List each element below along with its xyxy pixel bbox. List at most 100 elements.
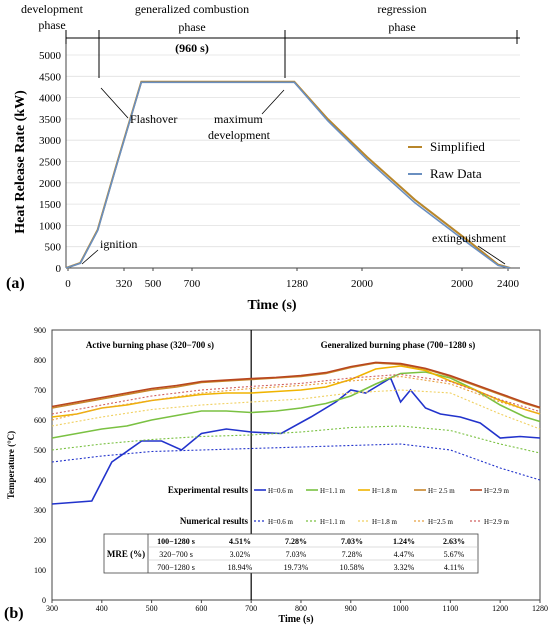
b-plot-frame	[51, 329, 541, 601]
b-ytick-label: 0	[42, 596, 46, 605]
a-phase-label: regression	[377, 2, 426, 16]
b-mre-cell: 3.02%	[230, 550, 251, 559]
a-annotation-flashover: Flashover	[130, 112, 177, 126]
b-legend-label: H=1.1 m	[320, 518, 346, 526]
b-series-line-1	[51, 371, 541, 439]
b-series-line-0	[51, 376, 541, 505]
b-series-line-4	[51, 361, 541, 409]
b-xtick-label: 900	[345, 604, 357, 613]
b-xlabel: Time (s)	[278, 614, 313, 625]
b-ytick-label: 500	[34, 446, 46, 455]
b-legend-label: H=0.6 m	[268, 518, 294, 526]
b-mre-cell: 4.11%	[444, 563, 465, 572]
b-legend-label: H=2.5 m	[428, 518, 454, 526]
b-ytick-label: 100	[34, 566, 46, 575]
b-xtick-label: 300	[46, 604, 58, 613]
a-ytick-label: 2000	[39, 178, 62, 190]
b-panel-label: (b)	[4, 605, 24, 622]
b-ylabel: Temperature (°C)	[6, 431, 16, 499]
b-ytick-label: 200	[34, 536, 46, 545]
a-annotation-arrow	[100, 87, 129, 119]
b-legend-label: H= 2.5 m	[428, 487, 455, 495]
a-ylabel: Heat Release Rate (kW)	[13, 90, 28, 234]
a-xtick-label: 2000	[351, 278, 374, 290]
b-series-line-6	[51, 425, 541, 454]
a-legend-label: Raw Data	[430, 166, 482, 181]
b-legend-label: H=2.9 m	[484, 518, 510, 526]
b-phase-label: Active burning phase (320−700 s)	[86, 340, 214, 350]
b-mre-cell: 18.94%	[228, 563, 253, 572]
a-xlabel: Time (s)	[247, 298, 296, 313]
a-ytick-label: 3000	[39, 135, 62, 147]
a-panel-label: (a)	[6, 275, 25, 292]
b-mre-cell: 100−1280 s	[157, 537, 195, 546]
b-legend-title: Numerical results	[180, 516, 249, 526]
b-series-line-8	[51, 375, 541, 421]
b-ytick-label: 300	[34, 506, 46, 515]
b-xtick-label: 800	[295, 604, 307, 613]
b-mre-cell: 700−1280 s	[157, 563, 195, 572]
a-ytick-label: 0	[56, 263, 62, 275]
b-xtick-label: 400	[96, 604, 108, 613]
a-annotation-arrow	[81, 249, 99, 265]
b-mre-cell: 7.03%	[341, 537, 363, 546]
a-annotation-arrow	[477, 245, 506, 265]
b-mre-cell: 2.63%	[443, 537, 465, 546]
b-xtick-label: 1280	[532, 604, 548, 613]
b-legend-label: H=0.6 m	[268, 487, 294, 495]
b-xtick-label: 1000	[393, 604, 409, 613]
a-annotation-ignition: ignition	[100, 237, 137, 251]
a-annotation-development: development	[208, 128, 271, 142]
b-ytick-label: 400	[34, 476, 46, 485]
a-ytick-label: 5000	[39, 50, 62, 62]
a-xtick-label: 1280	[286, 278, 309, 290]
b-series-line-5	[51, 443, 541, 481]
b-xtick-label: 500	[146, 604, 158, 613]
b-mre-cell: 4.47%	[394, 550, 415, 559]
b-mre-cell: 19.73%	[284, 563, 309, 572]
a-phase-label: phase	[178, 20, 205, 34]
a-phase-label: phase	[388, 20, 415, 34]
b-xtick-label: 600	[195, 604, 207, 613]
a-phase-label: generalized combustion	[135, 2, 249, 16]
a-xtick-label: 320	[116, 278, 133, 290]
a-ytick-label: 4500	[39, 71, 62, 83]
a-ytick-label: 1000	[39, 220, 62, 232]
b-mre-cell: 5.67%	[444, 550, 465, 559]
b-xtick-label: 700	[245, 604, 257, 613]
b-legend-label: H=2.9 m	[484, 487, 510, 495]
a-annotation-arrow	[261, 89, 285, 115]
a-ytick-label: 4000	[39, 93, 62, 105]
b-series-line-3	[51, 362, 541, 409]
a-phase-label: development	[21, 2, 84, 16]
b-mre-cell: 3.32%	[394, 563, 415, 572]
b-series-line-9	[51, 373, 541, 415]
b-mre-row-header: MRE (%)	[107, 549, 145, 559]
a-phase-duration: (960 s)	[175, 41, 209, 55]
b-legend-label: H=1.1 m	[320, 487, 346, 495]
a-xtick-label: 700	[184, 278, 201, 290]
a-series-line-1	[65, 81, 511, 269]
b-mre-table	[103, 533, 479, 574]
a-xtick-label: 2000	[451, 278, 474, 290]
b-xtick-label: 1200	[492, 604, 508, 613]
b-mre-cell: 7.03%	[286, 550, 307, 559]
b-mre-cell: 7.28%	[285, 537, 307, 546]
b-series-line-7	[51, 389, 541, 430]
a-xtick-label: 500	[145, 278, 162, 290]
b-ytick-label: 600	[34, 416, 46, 425]
b-xtick-label: 1100	[443, 604, 459, 613]
a-annotation-maximum: maximum	[214, 112, 263, 126]
b-mre-cell: 7.28%	[342, 550, 363, 559]
b-mre-cell: 10.58%	[340, 563, 365, 572]
a-ytick-label: 2500	[39, 157, 62, 169]
b-mre-cell: 4.51%	[229, 537, 251, 546]
a-annotation-extinguishment: extinguishment	[432, 231, 507, 245]
b-ytick-label: 800	[34, 356, 46, 365]
b-ytick-label: 700	[34, 386, 46, 395]
a-legend-label: Simplified	[430, 139, 485, 154]
a-ytick-label: 500	[45, 242, 62, 254]
b-phase-label: Generalized burning phase (700−1280 s)	[321, 340, 476, 350]
a-ytick-label: 1500	[39, 199, 62, 211]
